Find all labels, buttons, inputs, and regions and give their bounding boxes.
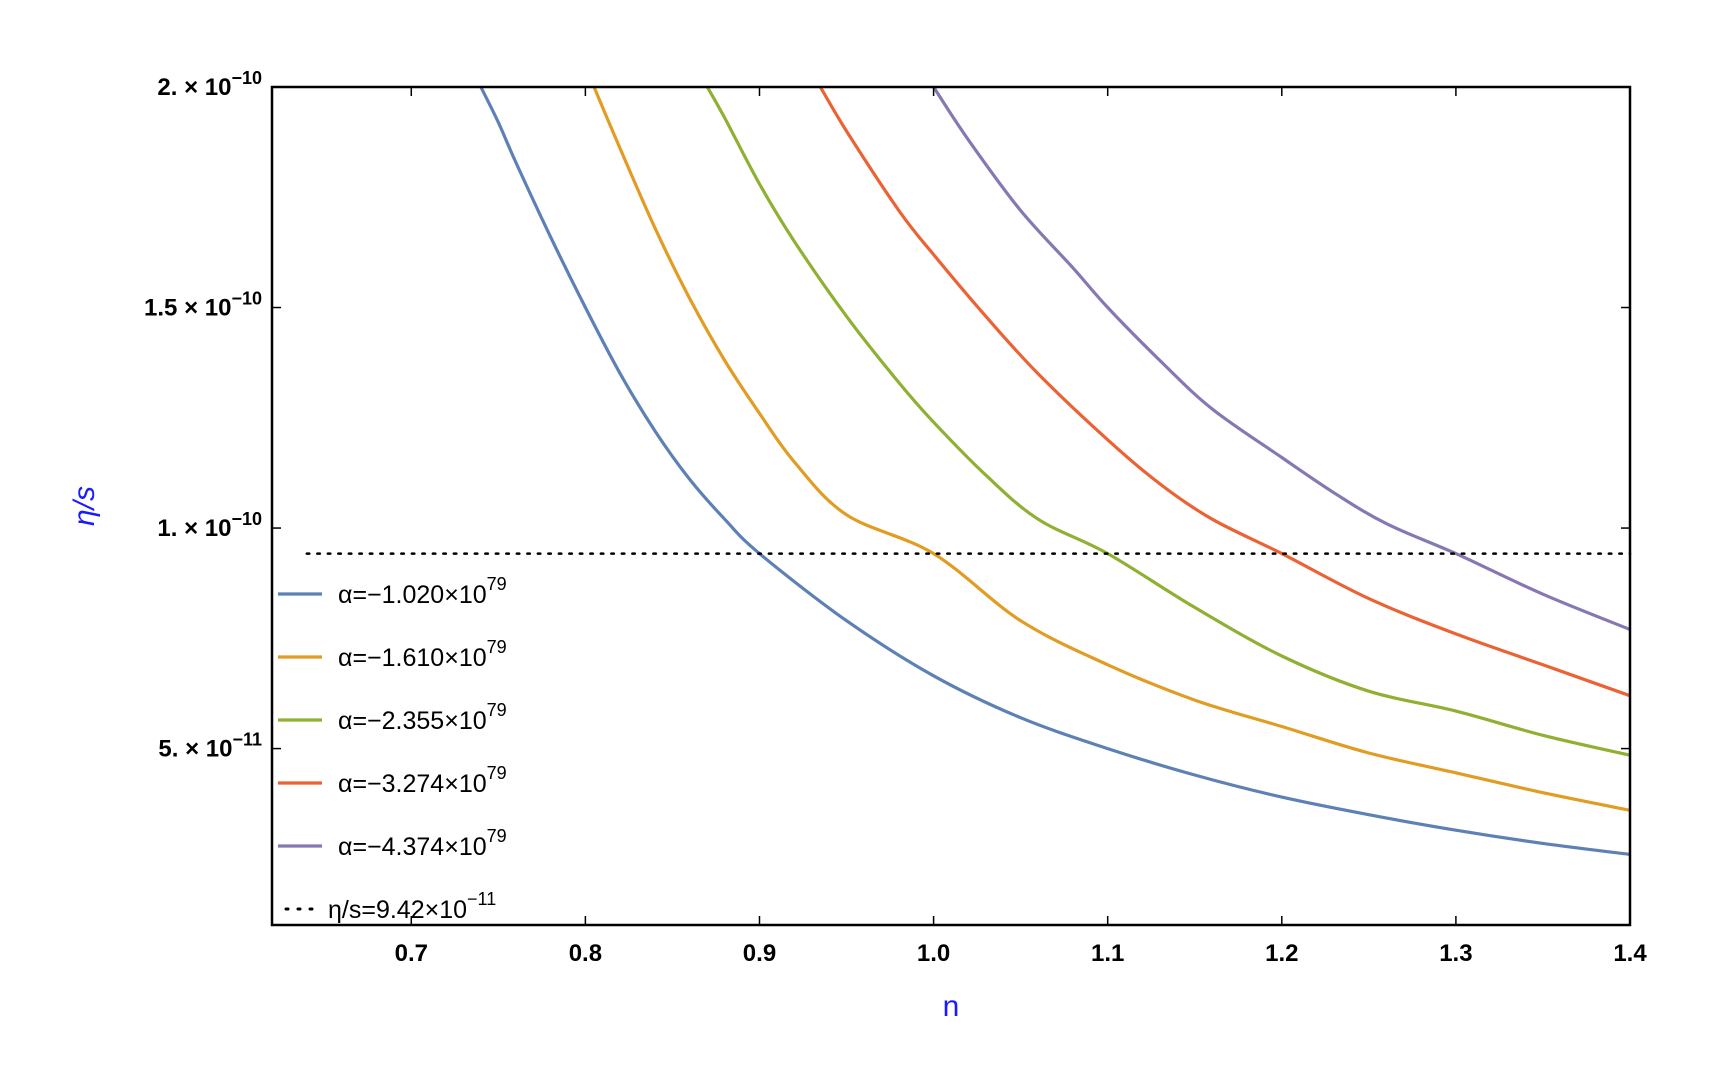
x-tick-label: 0.8 bbox=[569, 940, 602, 967]
x-tick-label: 0.7 bbox=[395, 940, 428, 967]
series-line-5 bbox=[932, 87, 1630, 631]
series-line-3 bbox=[705, 87, 1630, 757]
legend-label: α=−3.274×1079 bbox=[338, 763, 507, 798]
x-axis-title: n bbox=[943, 990, 960, 1023]
x-tick-label: 0.9 bbox=[743, 940, 776, 967]
series-line-4 bbox=[819, 87, 1630, 698]
series-line-2 bbox=[592, 87, 1630, 812]
legend-label-reference: η/s=9.42×10−11 bbox=[328, 889, 496, 924]
x-axis-ticks: 0.7 0.8 0.9 1.0 1.1 1.2 1.3 1.4 bbox=[395, 87, 1647, 967]
legend-label: α=−2.355×1079 bbox=[338, 700, 507, 735]
y-tick-label: 5. × 10−11 bbox=[158, 730, 262, 763]
y-tick-label: 1.5 × 10−10 bbox=[144, 289, 262, 322]
y-axis-ticks: 5. × 10−11 1. × 10−10 1.5 × 10−10 2. × 10−1… bbox=[144, 68, 1630, 763]
series-curves bbox=[479, 87, 1630, 856]
x-tick-label: 1.0 bbox=[917, 940, 950, 967]
legend: α=−1.020×1079 α=−1.610×1079 α=−2.355×1079 α… bbox=[278, 574, 507, 924]
y-axis-title: η/s bbox=[68, 486, 101, 526]
x-tick-label: 1.1 bbox=[1091, 940, 1124, 967]
plot-frame bbox=[270, 85, 1632, 927]
series-line-1 bbox=[479, 87, 1630, 856]
x-tick-label: 1.2 bbox=[1265, 940, 1298, 967]
legend-label: α=−1.610×1079 bbox=[338, 637, 507, 672]
x-tick-label: 1.4 bbox=[1613, 940, 1647, 967]
legend-label: α=−1.020×1079 bbox=[338, 574, 507, 609]
x-tick-label: 1.3 bbox=[1439, 940, 1472, 967]
y-tick-label: 2. × 10−10 bbox=[157, 68, 262, 101]
legend-label: α=−4.374×1079 bbox=[338, 826, 507, 861]
y-tick-label: 1. × 10−10 bbox=[157, 509, 262, 542]
